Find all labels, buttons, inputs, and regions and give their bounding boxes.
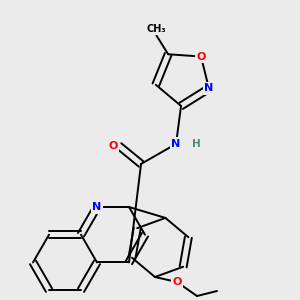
Text: O: O: [108, 141, 118, 151]
Text: O: O: [172, 277, 182, 287]
Text: O: O: [196, 52, 206, 61]
Text: H: H: [192, 139, 201, 149]
Text: CH₃: CH₃: [147, 24, 166, 34]
Text: N: N: [92, 202, 102, 212]
Text: N: N: [171, 139, 181, 149]
Text: N: N: [204, 83, 214, 94]
